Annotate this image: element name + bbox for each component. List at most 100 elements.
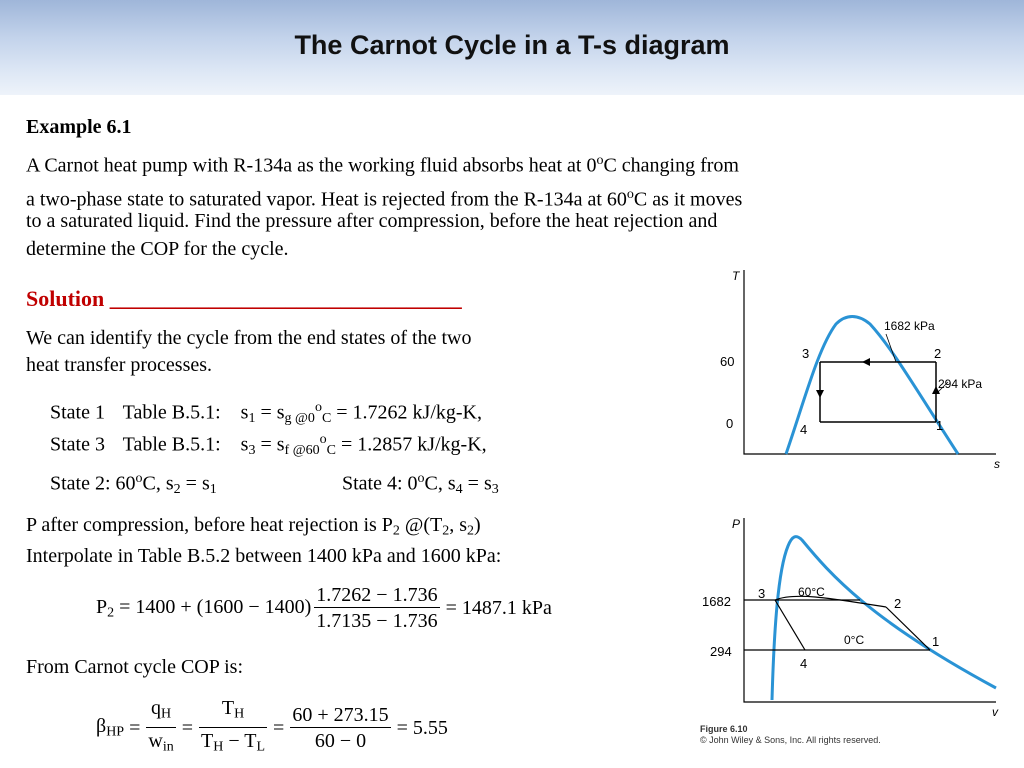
state-4-c: = s bbox=[462, 472, 492, 495]
solution-intro-2: heat transfer processes. bbox=[26, 354, 213, 376]
state-3-sub3: C bbox=[326, 443, 336, 459]
state-1-eq: = s bbox=[255, 401, 285, 424]
ts-point-1: 1 bbox=[936, 418, 943, 433]
pv-tick-1682: 1682 bbox=[702, 594, 731, 609]
q-sub: H bbox=[160, 706, 172, 722]
s2-sub: 2 bbox=[467, 523, 475, 539]
q-over-w: qH win bbox=[146, 696, 176, 761]
state-1-sub3: C bbox=[321, 411, 332, 427]
t-symbol: T bbox=[221, 697, 235, 719]
state-3-sup: o bbox=[319, 432, 327, 447]
state-1-sub: 1 bbox=[248, 411, 256, 427]
cop-label: From Carnot cycle COP is: bbox=[26, 656, 244, 678]
state-3-table: Table B.5.1: bbox=[122, 433, 221, 456]
state-4-a: State 4: 0 bbox=[342, 472, 418, 495]
pressure-line-1: P after compression, before heat rejecti… bbox=[26, 512, 481, 545]
figure-number: Figure 6.10 bbox=[700, 724, 748, 734]
interp-numerator: 1.7262 − 1.736 bbox=[314, 584, 440, 608]
state-4-row: State 4: 0oC, s4 = s3 bbox=[342, 465, 499, 503]
ts-tick-0: 0 bbox=[726, 416, 733, 431]
degree-sup: o bbox=[596, 153, 604, 168]
pv-isotherm-hot bbox=[774, 595, 887, 608]
p2-sub: 2 bbox=[392, 523, 400, 539]
th-sub: H bbox=[213, 739, 224, 754]
pv-saturation-dome bbox=[770, 535, 997, 701]
beta-sub: HP bbox=[106, 724, 125, 740]
cop-equation: βHP = qH win = TH TH − TL = 60 + 273.15 … bbox=[96, 696, 451, 760]
state-3-s: s bbox=[240, 433, 249, 456]
pressure-line-1b: @(T bbox=[399, 514, 443, 536]
interp-denominator: 1.7135 − 1.736 bbox=[316, 610, 438, 632]
ts-saturation-dome bbox=[784, 315, 960, 455]
th-tl-den: TH − TL bbox=[199, 728, 267, 761]
pv-label-hot: 60°C bbox=[798, 585, 825, 599]
state-4-sub3: 3 bbox=[491, 482, 499, 498]
t-symbol: T bbox=[244, 729, 257, 752]
state-3-sub: 3 bbox=[248, 443, 256, 459]
pv-axes bbox=[743, 518, 996, 703]
t2-sub: 2 bbox=[442, 523, 450, 539]
eq-sign-3: = bbox=[273, 716, 285, 739]
interpolation-equation: P2 = 1400 + (1600 − 1400) 1.7262 − 1.736… bbox=[96, 583, 555, 634]
example-line-3: to a saturated liquid. Find the pressure… bbox=[26, 210, 718, 232]
th-sub: H bbox=[234, 706, 245, 722]
solution-intro-1: We can identify the cycle from the end s… bbox=[26, 327, 472, 349]
degree-sup: o bbox=[135, 471, 143, 486]
t-fraction: TH TH − TL bbox=[199, 696, 268, 761]
example-line-2: a two-phase state to saturated vapor. He… bbox=[26, 181, 742, 214]
example-line-4: determine the COP for the cycle. bbox=[26, 238, 289, 260]
th-num: TH bbox=[199, 696, 268, 728]
example-line-1a: A Carnot heat pump with R-134a as the wo… bbox=[26, 154, 597, 177]
state-1-sup: o bbox=[314, 400, 322, 415]
state-3-name: State 3 bbox=[50, 433, 105, 456]
pv-x-label: v bbox=[992, 705, 999, 719]
copyright-text: © John Wiley & Sons, Inc. All rights res… bbox=[700, 735, 881, 745]
cop-numerator: 60 + 273.15 bbox=[290, 703, 391, 728]
ts-label-1682: 1682 kPa bbox=[884, 319, 935, 333]
p2-eq-sub: 2 bbox=[107, 605, 115, 621]
qh: qH bbox=[146, 696, 176, 728]
ts-tick-60: 60 bbox=[720, 354, 734, 369]
pv-line-2-1 bbox=[885, 606, 931, 651]
degree-sup: o bbox=[417, 471, 425, 486]
state-3-sub2: f @60 bbox=[284, 443, 320, 459]
ts-point-4: 4 bbox=[800, 422, 807, 437]
state-1-name: State 1 bbox=[50, 401, 105, 424]
ts-point-2: 2 bbox=[934, 346, 941, 361]
numeric-fraction: 60 + 273.15 60 − 0 bbox=[290, 703, 391, 754]
ts-axes bbox=[743, 270, 996, 455]
state-4-sub: 4 bbox=[455, 482, 463, 498]
eq-sign-1: = bbox=[129, 716, 141, 739]
state-1-value: = 1.7262 kJ/kg-K, bbox=[331, 401, 483, 424]
w-symbol: w bbox=[148, 729, 163, 752]
example-line-1b: C changing from bbox=[603, 154, 739, 177]
state-2-b: C, s bbox=[142, 472, 174, 495]
state-2-row: State 2: 60oC, s2 = s1 bbox=[50, 465, 217, 503]
beta-symbol: β bbox=[96, 715, 107, 738]
state-1-sub2: g @0 bbox=[284, 411, 315, 427]
state-1-s: s bbox=[240, 401, 249, 424]
solution-heading: Solution _______________________________… bbox=[26, 286, 462, 311]
win: win bbox=[146, 728, 175, 761]
ts-x-label: s bbox=[994, 457, 1000, 471]
interp-result: = 1487.1 kPa bbox=[445, 597, 552, 619]
ts-y-label: T bbox=[732, 269, 741, 283]
figure-credit: Figure 6.10 © John Wiley & Sons, Inc. Al… bbox=[700, 724, 881, 746]
pv-y-label: P bbox=[732, 517, 740, 531]
state-3-row: State 3 Table B.5.1: s3 = sf @60oC = 1.2… bbox=[50, 426, 487, 464]
degree-sup: o bbox=[626, 187, 634, 202]
pressure-line-1a: P after compression, before heat rejecti… bbox=[26, 514, 393, 536]
pv-label-cold: 0°C bbox=[844, 633, 864, 647]
ts-arrow-down bbox=[816, 390, 824, 398]
slide-title: The Carnot Cycle in a T-s diagram bbox=[0, 30, 1024, 61]
pressure-line-1c: , s bbox=[449, 514, 468, 536]
pv-point-1: 1 bbox=[932, 634, 939, 649]
pv-point-2: 2 bbox=[894, 596, 901, 611]
title-text: The Carnot Cycle in a T-s diagram bbox=[294, 30, 730, 60]
interp-fraction: 1.7262 − 1.736 1.7135 − 1.736 bbox=[314, 583, 440, 634]
t-symbol: T bbox=[201, 729, 214, 752]
tl-sub: L bbox=[256, 739, 266, 754]
state-2-sub1: 1 bbox=[209, 482, 217, 498]
state-2-a: State 2: 60 bbox=[50, 472, 136, 495]
ts-leader-low bbox=[935, 381, 949, 395]
